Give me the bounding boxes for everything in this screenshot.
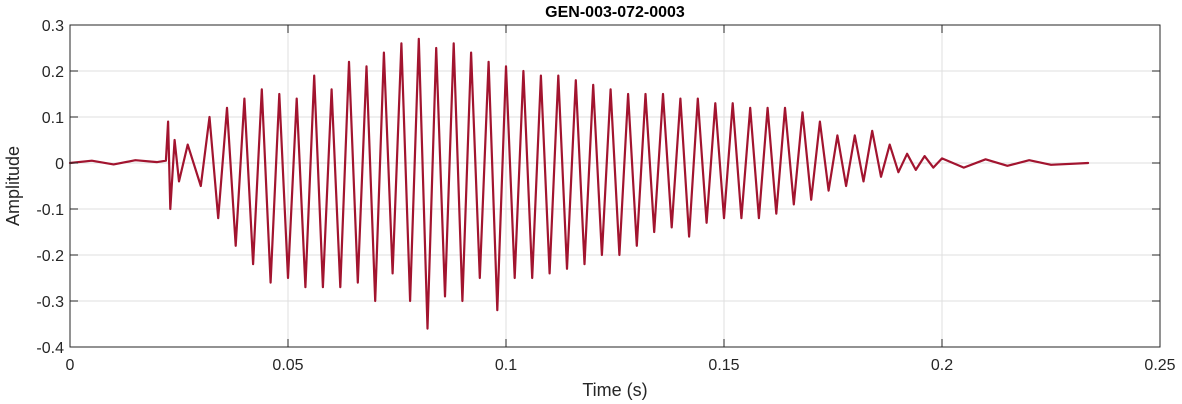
- y-tick-label: 0.2: [42, 64, 64, 81]
- y-tick-label: 0.3: [42, 18, 64, 35]
- x-tick-label: 0.2: [931, 357, 953, 374]
- plot-frame: [69, 24, 1161, 348]
- y-tick-label: -0.2: [36, 248, 64, 265]
- y-tick-label: -0.4: [36, 340, 64, 357]
- x-tick-label: 0.15: [708, 357, 739, 374]
- y-tick-labels: -0.4 -0.3 -0.2 -0.1 0 0.1 0.2 0.3: [36, 18, 64, 357]
- series-line: [68, 37, 1090, 330]
- x-tick-label: 0: [66, 357, 75, 374]
- chart-title: GEN-003-072-0003: [545, 4, 685, 21]
- y-tick-label: -0.1: [36, 202, 64, 219]
- y-axis-label: Amplitude: [3, 146, 23, 226]
- x-tick-labels: 0 0.05 0.1 0.15 0.2 0.25: [66, 357, 1176, 374]
- ticks: [69, 24, 1161, 348]
- x-axis-label: Time (s): [582, 380, 647, 400]
- y-tick-label: 0: [55, 156, 64, 173]
- y-tick-label: 0.1: [42, 110, 64, 127]
- y-tick-label: -0.3: [36, 294, 64, 311]
- x-tick-label: 0.25: [1144, 357, 1175, 374]
- x-tick-label: 0.1: [495, 357, 517, 374]
- x-tick-label: 0.05: [272, 357, 303, 374]
- series-layer: [68, 37, 1090, 330]
